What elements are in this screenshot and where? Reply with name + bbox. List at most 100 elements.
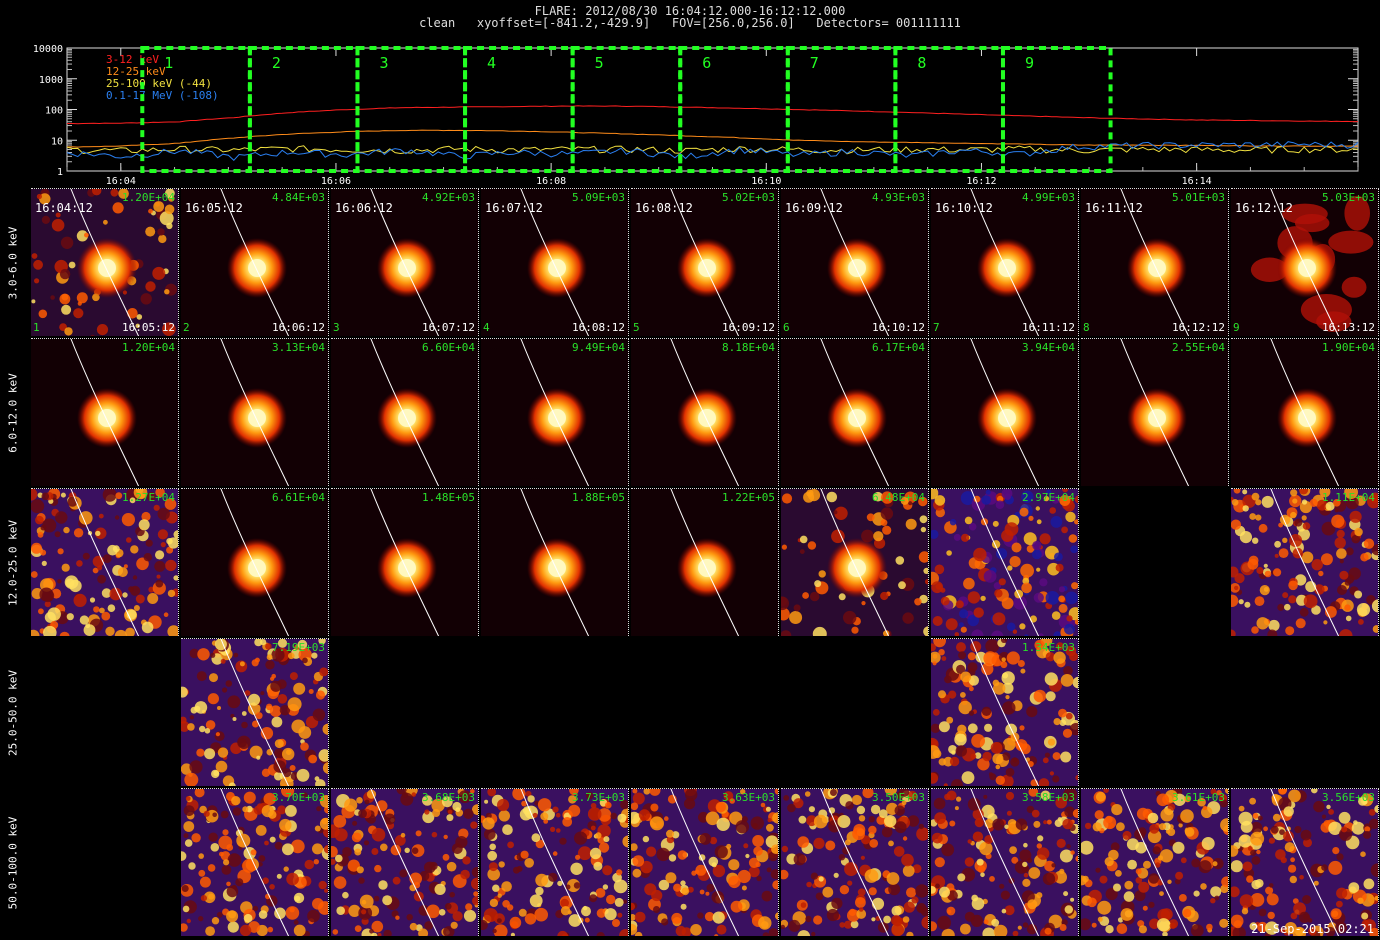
noise-blob	[133, 489, 148, 500]
image-panel: 6.61E+04	[181, 488, 329, 636]
noise-blob	[262, 877, 269, 884]
noise-blob	[279, 705, 291, 716]
noise-blob	[1002, 737, 1016, 751]
noise-blob	[995, 500, 1005, 509]
panel-image	[781, 339, 928, 486]
noise-blob	[31, 571, 38, 578]
noise-blob	[622, 835, 628, 848]
noise-blob	[163, 612, 169, 617]
noise-blob	[797, 836, 809, 848]
noise-blob	[813, 837, 825, 849]
noise-blob	[235, 878, 244, 887]
noise-blob	[850, 920, 859, 929]
panel-image	[481, 789, 628, 936]
noise-blob	[888, 883, 901, 896]
noise-blob	[847, 909, 860, 922]
noise-blob	[59, 293, 71, 305]
panel-image	[31, 339, 178, 486]
image-panel: 3.68E+03	[331, 788, 479, 936]
noise-blob	[1116, 923, 1128, 934]
noise-blob	[460, 869, 470, 880]
noise-blob	[935, 883, 940, 889]
noise-blob	[342, 891, 349, 899]
solar-limb	[1120, 189, 1190, 336]
image-panel: 5.01E+03 16:11:12 16:12:12 8	[1081, 188, 1229, 336]
noise-blob	[216, 911, 223, 918]
noise-blob	[577, 846, 592, 861]
panel-image	[1231, 789, 1378, 936]
noise-blob	[1267, 911, 1275, 920]
source-core	[98, 259, 116, 277]
noise-blob	[31, 489, 38, 501]
noise-blob	[561, 933, 569, 936]
noise-blob	[947, 890, 958, 901]
noise-blob	[294, 895, 301, 902]
noise-blob	[1055, 563, 1064, 572]
noise-blob	[155, 489, 165, 498]
noise-blob	[441, 796, 453, 808]
noise-blob	[521, 800, 527, 807]
noise-blob	[596, 932, 605, 936]
noise-blob	[781, 493, 793, 504]
noise-blob	[1059, 495, 1071, 506]
noise-blob	[981, 706, 992, 716]
noise-blob	[1095, 791, 1106, 802]
noise-blob	[189, 648, 200, 659]
noise-blob	[1357, 897, 1364, 904]
noise-blob	[1157, 855, 1164, 861]
noise-blob	[1039, 533, 1051, 545]
noise-blob	[233, 652, 239, 658]
noise-blob	[728, 875, 741, 889]
noise-blob	[550, 826, 556, 832]
noise-blob	[1201, 837, 1215, 850]
solar-limb	[1270, 189, 1340, 336]
noise-blob	[781, 869, 789, 880]
noise-blob	[1052, 752, 1061, 761]
noise-blob	[1019, 507, 1029, 517]
source-core	[848, 559, 866, 577]
noise-blob	[173, 530, 178, 539]
noise-blob	[906, 887, 917, 898]
noise-blob	[181, 721, 190, 732]
noise-blob	[1013, 595, 1027, 610]
noise-blob	[252, 720, 259, 728]
noise-blob	[877, 921, 889, 933]
noise-blob	[772, 880, 778, 890]
solar-limb	[220, 789, 290, 936]
noise-blob	[1335, 921, 1348, 934]
noise-blob	[1319, 489, 1331, 498]
noise-blob	[589, 894, 598, 903]
noise-blob	[442, 853, 450, 861]
noise-blob	[218, 835, 233, 850]
noise-blob	[1333, 499, 1341, 507]
noise-blob	[1249, 922, 1258, 931]
noise-blob	[870, 804, 881, 815]
panel-start-time: 16:05:12	[185, 201, 243, 215]
panel-max-value: 6.48E+04	[872, 491, 925, 504]
noise-blob	[1182, 908, 1192, 918]
noise-blob	[1162, 931, 1168, 936]
noise-blob	[951, 750, 956, 755]
source-core	[698, 259, 716, 277]
noise-blob	[1320, 553, 1333, 566]
noise-blob	[447, 809, 453, 815]
noise-blob	[631, 914, 636, 921]
noise-blob	[60, 236, 74, 249]
noise-blob	[1292, 498, 1298, 504]
noise-blob	[351, 832, 362, 843]
image-panel: 4.93E+03 16:09:12 16:10:12 6	[781, 188, 929, 336]
noise-blob	[681, 887, 690, 896]
noise-blob	[1022, 878, 1031, 887]
panel-image	[631, 189, 778, 336]
noise-blob	[862, 789, 874, 799]
noise-blob	[36, 193, 42, 200]
noise-blob	[1064, 623, 1075, 635]
noise-blob	[1256, 567, 1264, 574]
noise-blob	[463, 909, 477, 922]
noise-blob	[288, 652, 295, 660]
noise-blob	[1344, 489, 1358, 499]
noise-blob	[183, 821, 195, 832]
noise-blob	[673, 883, 682, 892]
noise-blob	[967, 797, 981, 811]
noise-blob	[331, 858, 336, 865]
